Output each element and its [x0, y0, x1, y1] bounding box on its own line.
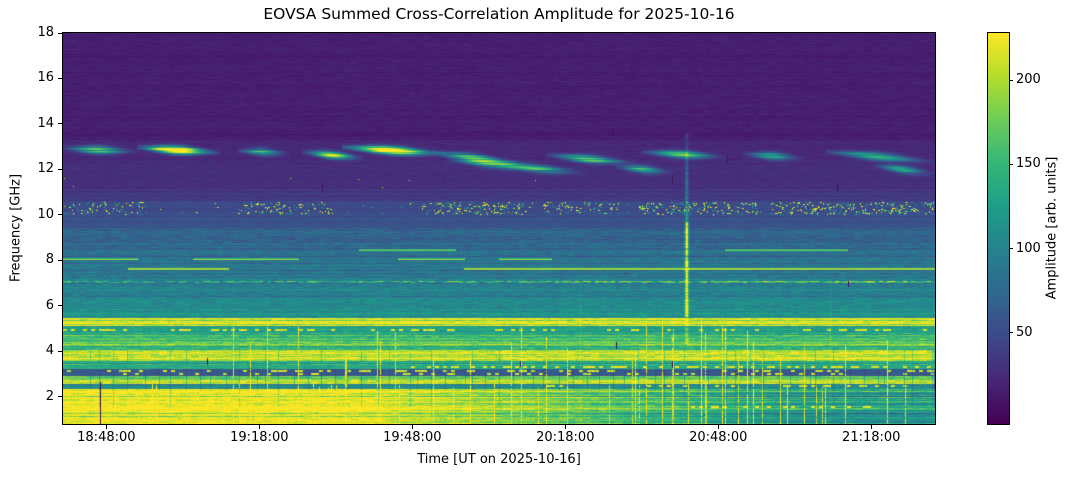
plot-area [62, 32, 936, 425]
x-tick-mark [105, 425, 107, 429]
x-tick-mark [564, 425, 566, 429]
chart-title: EOVSA Summed Cross-Correlation Amplitude… [263, 5, 735, 23]
y-tick-label: 16 [37, 70, 54, 86]
colorbar-tick-mark [1009, 79, 1013, 81]
y-tick-label: 6 [45, 297, 54, 313]
colorbar [987, 32, 1010, 425]
x-tick-label: 21:18:00 [842, 430, 901, 445]
y-tick-mark [58, 214, 62, 216]
y-tick-mark [58, 123, 62, 125]
x-tick-mark [717, 425, 719, 429]
y-axis-label: Frequency [GHz] [8, 173, 24, 283]
y-tick-mark [58, 168, 62, 170]
y-tick-label: 8 [45, 252, 54, 268]
x-tick-mark [258, 425, 260, 429]
y-tick-label: 14 [37, 115, 54, 131]
x-tick-label: 20:18:00 [536, 430, 595, 445]
x-axis-label: Time [UT on 2025-10-16] [417, 452, 581, 467]
colorbar-tick-label: 50 [1016, 324, 1033, 340]
x-tick-label: 18:48:00 [77, 430, 136, 445]
x-tick-label: 20:48:00 [689, 430, 748, 445]
colorbar-tick-mark [1009, 332, 1013, 334]
colorbar-tick-mark [1009, 163, 1013, 165]
y-tick-label: 12 [37, 161, 54, 177]
y-tick-label: 4 [45, 343, 54, 359]
colorbar-canvas [988, 33, 1009, 424]
colorbar-tick-label: 150 [1016, 156, 1041, 172]
x-tick-mark [411, 425, 413, 429]
x-tick-label: 19:18:00 [230, 430, 289, 445]
y-tick-label: 18 [37, 25, 54, 40]
y-tick-mark [58, 350, 62, 352]
colorbar-tick-label: 100 [1016, 240, 1041, 256]
y-tick-mark [58, 305, 62, 307]
x-tick-mark [870, 425, 872, 429]
colorbar-label: Amplitude [arb. units] [1044, 156, 1060, 300]
y-tick-mark [58, 32, 62, 34]
y-tick-mark [58, 396, 62, 398]
x-tick-label: 19:48:00 [383, 430, 442, 445]
y-tick-mark [58, 77, 62, 79]
y-tick-label: 10 [37, 206, 54, 222]
spectrogram-canvas [63, 33, 935, 424]
y-tick-label: 2 [45, 388, 54, 404]
colorbar-tick-mark [1009, 248, 1013, 250]
y-tick-mark [58, 259, 62, 261]
colorbar-tick-label: 200 [1016, 72, 1041, 88]
